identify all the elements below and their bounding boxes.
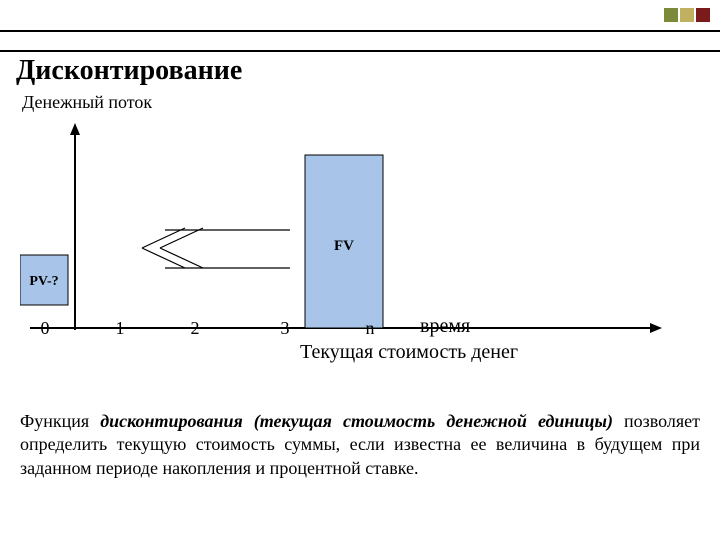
description-paragraph: Функция дисконтирования (текущая стоимос…: [20, 410, 700, 480]
top-rule-2: [0, 50, 720, 52]
deco-sq-2: [680, 8, 694, 22]
para-prefix: Функция: [20, 411, 100, 431]
svg-text:FV: FV: [334, 238, 354, 254]
deco-sq-3: [696, 8, 710, 22]
page-subtitle: Денежный поток: [22, 92, 152, 113]
corner-squares: [664, 8, 710, 22]
svg-text:3: 3: [281, 318, 290, 338]
diagram-svg: PV-? FV 0 1 2 3 n время Текущая стоимость денег: [20, 120, 700, 370]
page-title: Дисконтирование: [16, 55, 242, 87]
svg-text:время: время: [420, 315, 470, 337]
top-rule-1: [0, 30, 720, 32]
deco-sq-1: [664, 8, 678, 22]
svg-text:2: 2: [191, 318, 200, 338]
svg-text:1: 1: [116, 318, 125, 338]
para-bold: дисконтирования (текущая стоимость денеж…: [100, 411, 613, 431]
svg-text:Текущая стоимость денег: Текущая стоимость денег: [300, 341, 518, 363]
cashflow-diagram: PV-? FV 0 1 2 3 n время Текущая стоимость денег: [20, 120, 700, 360]
svg-text:0: 0: [41, 318, 50, 338]
svg-text:PV-?: PV-?: [29, 274, 58, 289]
svg-text:n: n: [366, 318, 375, 338]
